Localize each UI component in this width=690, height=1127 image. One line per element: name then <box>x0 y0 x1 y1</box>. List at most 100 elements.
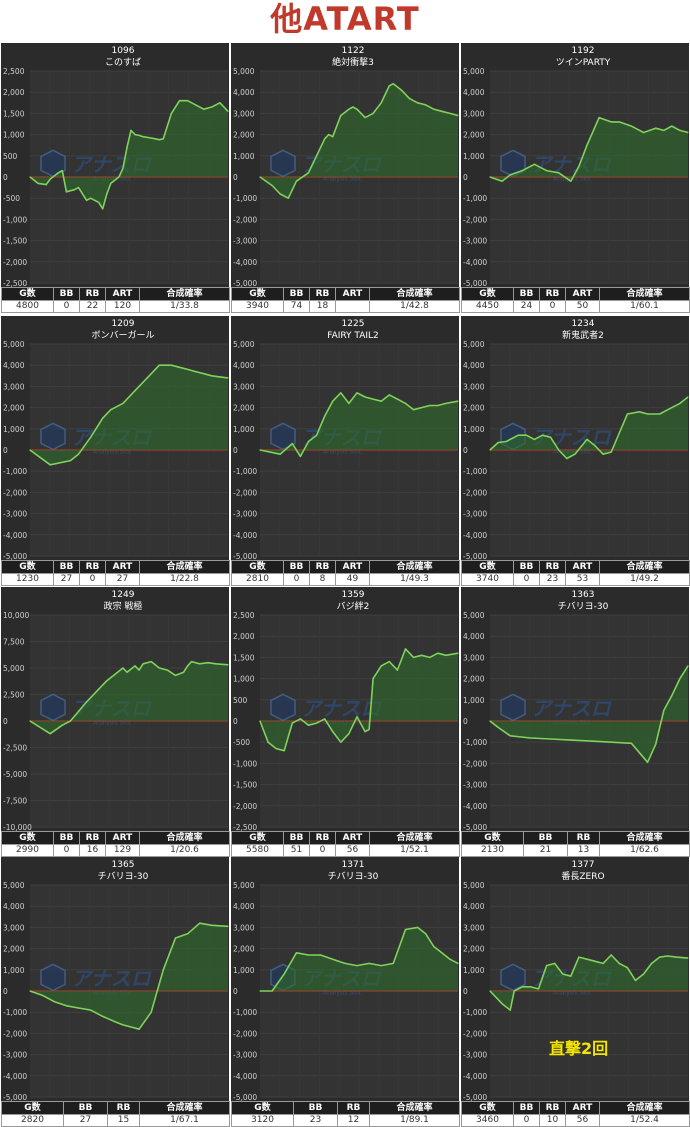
y-tick-label: -2,500 <box>3 279 27 287</box>
y-tick-label: 5,000 <box>233 67 255 76</box>
data-point <box>267 741 269 743</box>
data-point <box>187 368 189 370</box>
data-point <box>356 965 358 967</box>
data-point <box>372 112 374 114</box>
data-point <box>328 134 330 136</box>
y-tick-label: -2,000 <box>233 1029 257 1038</box>
machine-number: 1377 <box>572 860 595 870</box>
data-point <box>687 665 689 667</box>
data-point <box>525 434 527 436</box>
y-tick-label: 1,000 <box>233 425 255 434</box>
chart-svg: 5,000 4,000 3,000 2,000 1,000 0 -1,000 -2,000 -3… <box>463 46 689 287</box>
data-point <box>529 986 531 988</box>
stats-table: G数 BB RB ART 合成確率 4800 0 22 120 1/33.8 <box>1 287 230 313</box>
chart-svg: 2,500 2,000 1,500 1,000 500 0 -500 -1,000 -1,500… <box>3 46 229 287</box>
svg-text:Analysis Slot: Analysis Slot <box>323 989 362 996</box>
data-point <box>37 182 39 184</box>
y-tick-label: 2,500 <box>3 67 25 76</box>
data-point <box>425 104 427 106</box>
data-point <box>550 436 552 438</box>
data-point <box>663 129 665 131</box>
stats-value-cell: 129 <box>105 844 140 857</box>
stats-value-cell: 1/52.1 <box>369 844 460 857</box>
stats-value-cell: 1/49.3 <box>369 573 460 586</box>
stats-header-cell: RB <box>309 831 336 845</box>
stats-value-cell: 0 <box>283 573 310 586</box>
y-tick-label: -5,000 <box>463 1093 487 1101</box>
data-point <box>166 669 168 671</box>
machine-number: 1209 <box>112 319 135 329</box>
chart-svg: 2,500 2,000 1,500 1,000 500 0 -500 -1,000 -1,500… <box>233 590 459 831</box>
svg-text:アナスロ: アナスロ <box>531 696 613 720</box>
machine-number: 1096 <box>112 46 135 56</box>
y-tick-label: 0 <box>233 717 238 726</box>
y-tick-label: 1,000 <box>233 675 255 684</box>
stats-header-cell: ART <box>105 287 140 301</box>
stats-value-cell: 0 <box>513 573 540 586</box>
data-point <box>65 191 67 193</box>
data-point <box>211 375 213 377</box>
y-tick-label: -2,500 <box>3 744 27 753</box>
data-point <box>174 674 177 676</box>
data-point <box>29 720 31 722</box>
data-point <box>437 404 439 407</box>
stats-table: G数 BB RB ART 合成確率 2810 0 8 49 1/49.3 <box>231 560 460 586</box>
data-point <box>356 108 358 110</box>
data-point <box>126 146 128 148</box>
y-tick-label: -1,500 <box>233 781 257 790</box>
data-point <box>513 990 515 992</box>
data-point <box>283 750 285 752</box>
data-point <box>324 415 326 417</box>
data-point <box>340 741 342 743</box>
y-tick-label: -4,000 <box>3 531 27 540</box>
y-tick-label: -4,000 <box>233 1072 257 1081</box>
y-tick-label: -5,000 <box>463 279 487 287</box>
machine-name: 新鬼武者2 <box>562 329 604 341</box>
data-point <box>187 100 189 102</box>
y-tick-label: -5,000 <box>3 1093 27 1101</box>
data-point <box>283 973 285 975</box>
y-tick-label: -1,000 <box>233 759 257 768</box>
data-point <box>630 742 632 744</box>
stats-header-cell: BB <box>283 831 310 845</box>
stats-value-cell: 12 <box>337 1114 370 1127</box>
data-point <box>647 413 649 415</box>
data-point <box>594 960 596 962</box>
data-point <box>356 716 358 718</box>
chart-panel-1122: 5,000 4,000 3,000 2,000 1,000 0 -1,000 -2,000 -3… <box>231 43 460 313</box>
y-tick-label: 500 <box>3 152 18 161</box>
data-point <box>162 969 164 971</box>
stats-header-cell: BB <box>513 287 540 301</box>
stats-header-cell: RB <box>79 560 106 574</box>
stats-header-cell: BB <box>523 831 568 845</box>
y-tick-label: 0 <box>463 173 468 182</box>
data-point <box>187 665 189 667</box>
data-point <box>445 402 447 404</box>
chart-svg: 5,000 4,000 3,000 2,000 1,000 0 -1,000 -2,000 -3… <box>233 46 459 287</box>
data-point <box>364 117 366 119</box>
data-point <box>388 394 390 396</box>
data-point <box>348 733 350 735</box>
data-point <box>142 663 144 665</box>
stats-value-cell: 3120 <box>231 1114 294 1127</box>
data-point <box>497 726 499 728</box>
y-tick-label: 0 <box>233 173 238 182</box>
stats-header-cell: 合成確率 <box>369 560 460 574</box>
y-tick-label: -2,000 <box>463 488 487 497</box>
y-tick-label: -4,000 <box>463 258 487 267</box>
series-area <box>260 83 458 199</box>
data-point <box>287 197 289 199</box>
y-tick-label: 1,000 <box>3 966 25 975</box>
stats-header-cell: RB <box>79 287 106 301</box>
y-tick-label: -4,000 <box>233 531 257 540</box>
series-area <box>30 365 228 465</box>
data-point <box>610 954 612 956</box>
data-point <box>316 155 318 157</box>
y-tick-label: 3,000 <box>233 923 255 932</box>
stats-value-cell: 24 <box>513 300 540 313</box>
data-point <box>449 958 451 960</box>
data-point <box>441 952 443 954</box>
y-tick-label: -1,500 <box>3 237 27 246</box>
stats-header-cell: 合成確率 <box>369 287 460 301</box>
data-point <box>372 678 374 680</box>
